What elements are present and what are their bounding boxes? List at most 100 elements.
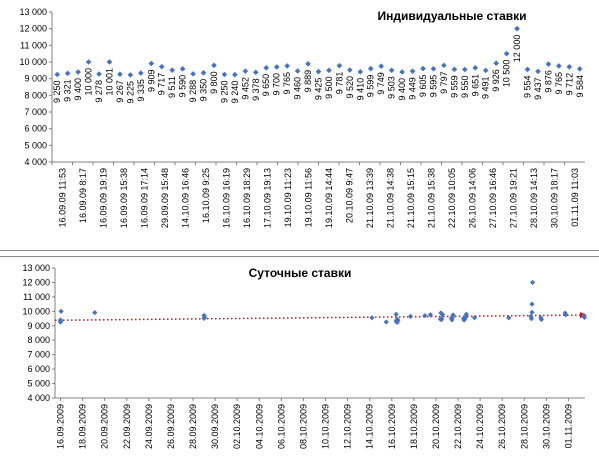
data-label: 9 437 (533, 77, 543, 100)
data-point (388, 67, 395, 74)
data-label: 9 926 (491, 69, 501, 92)
x-tick-labels: 16.09.09 11:53 16.09.09 8:17 16.09.09 19:1… (57, 168, 580, 228)
y-tick-label: 11 000 (23, 292, 50, 302)
individual-rates-chart: Индивидуальные ставки 4 000 5 000 6 000 7 0… (19, 7, 585, 229)
x-tick-label: 20.10.09 9:47 (344, 168, 354, 223)
data-label: 9 400 (73, 78, 83, 101)
y-tick-label: 4 000 (24, 157, 47, 167)
x-tick-label: 19.10.09 11:23 (283, 168, 293, 227)
x-tick-label: 08.10.2009 (298, 404, 308, 449)
data-point (148, 60, 155, 67)
data-point (472, 65, 479, 71)
data-point (294, 68, 301, 74)
data-points (54, 25, 583, 78)
x-tick-label: 27.10.09 19:21 (508, 168, 518, 228)
y-tick-label: 8 000 (27, 335, 50, 345)
axes (52, 267, 585, 401)
data-point (273, 64, 280, 70)
data-point (117, 71, 123, 78)
y-tick-label: 10 000 (19, 57, 47, 67)
data-label: 9 765 (554, 72, 564, 95)
data-point (96, 71, 102, 77)
data-point (378, 63, 385, 69)
x-tick-label: 22.10.2009 (453, 404, 463, 449)
data-label: 9 321 (63, 79, 73, 102)
y-tick-label: 9 000 (27, 321, 50, 331)
data-label: 9 410 (355, 78, 365, 101)
data-point (263, 65, 270, 71)
data-label: 9 584 (575, 75, 585, 98)
x-tick-label: 16.10.2009 (387, 404, 397, 449)
data-label: 9 288 (188, 80, 198, 103)
data-point (347, 67, 353, 73)
data-point (75, 69, 81, 75)
data-label: 9 250 (52, 81, 62, 104)
data-point (535, 68, 541, 75)
x-tick-label: 26.10.2009 (497, 404, 507, 449)
data-point (336, 62, 343, 69)
y-tick-label: 5 000 (27, 379, 50, 389)
x-tick-label: 29.09.09 15:48 (160, 168, 170, 228)
data-point (462, 66, 468, 73)
data-point (576, 66, 583, 72)
y-tick-label: 13 000 (22, 263, 50, 273)
x-tick-label: 24.09.2009 (144, 404, 154, 449)
y-tick-label: 10 000 (22, 306, 50, 316)
x-tick-label: 28.10.09 14:13 (529, 168, 539, 228)
individual-rates-plot: Индивидуальные ставки 4 000 5 000 6 000 7 0… (19, 7, 585, 228)
data-point (92, 310, 98, 316)
data-label: 9 599 (366, 75, 376, 98)
data-point (528, 313, 534, 319)
data-point (369, 315, 375, 321)
x-tick-label: 19.10.09 11:56 (303, 168, 313, 227)
data-point (451, 66, 458, 73)
data-label: 9 554 (523, 75, 533, 98)
x-tick-label: 12.10.2009 (343, 404, 353, 449)
daily-rates-chart: Суточные ставки 4 000 5 000 6 000 7 000 8 00… (0, 256, 599, 469)
data-label: 9 605 (418, 75, 428, 98)
data-point (169, 67, 175, 73)
data-label: 9 511 (167, 76, 177, 98)
data-point (581, 314, 588, 320)
data-label: 9 503 (387, 76, 397, 99)
x-tick-label: 16.10.09 18:29 (242, 168, 252, 228)
data-point (357, 69, 364, 75)
data-point (85, 59, 92, 65)
y-tick-label: 5 000 (24, 140, 47, 150)
data-point (383, 319, 389, 325)
data-label: 10 001 (104, 68, 114, 96)
data-label: 9 797 (439, 71, 449, 94)
y-tick-label: 11 000 (20, 40, 47, 50)
data-label: 9 240 (230, 81, 240, 104)
y-tick-labels: 4 000 5 000 6 000 7 000 8 000 9 000 10 000 11 0… (22, 263, 50, 403)
data-point (393, 311, 399, 317)
data-labels: 9 250 9 321 9 400 10 000 9 278 10 001 9 267 9 2… (52, 35, 585, 104)
x-tick-label: 30.10.2009 (541, 404, 551, 449)
data-point (503, 50, 510, 57)
data-label: 9 909 (146, 70, 156, 93)
data-points (57, 279, 588, 325)
data-label: 9 876 (543, 70, 553, 93)
data-point (493, 60, 499, 67)
data-point (545, 61, 552, 67)
data-point (242, 68, 249, 74)
data-point (58, 308, 64, 314)
chart-title: Индивидуальные ставки (377, 9, 526, 23)
data-label: 9 712 (564, 73, 574, 96)
x-tick-label: 22.10.09 10:05 (447, 168, 457, 228)
y-tick-label: 7 000 (27, 350, 50, 360)
data-point (57, 317, 64, 323)
data-point (407, 313, 414, 319)
data-point (529, 301, 535, 307)
x-tick-label: 20.10.2009 (431, 404, 441, 449)
data-label: 9 225 (125, 81, 135, 104)
data-point (441, 62, 447, 69)
data-label: 9 400 (397, 78, 407, 101)
x-tick-label: 02.10.2009 (232, 404, 242, 449)
data-point (514, 25, 520, 32)
data-point (409, 68, 416, 74)
y-tick-label: 13 000 (19, 7, 47, 17)
y-tick-label: 9 000 (24, 74, 47, 84)
data-label: 9 452 (240, 77, 250, 100)
data-label: 9 335 (136, 79, 146, 102)
